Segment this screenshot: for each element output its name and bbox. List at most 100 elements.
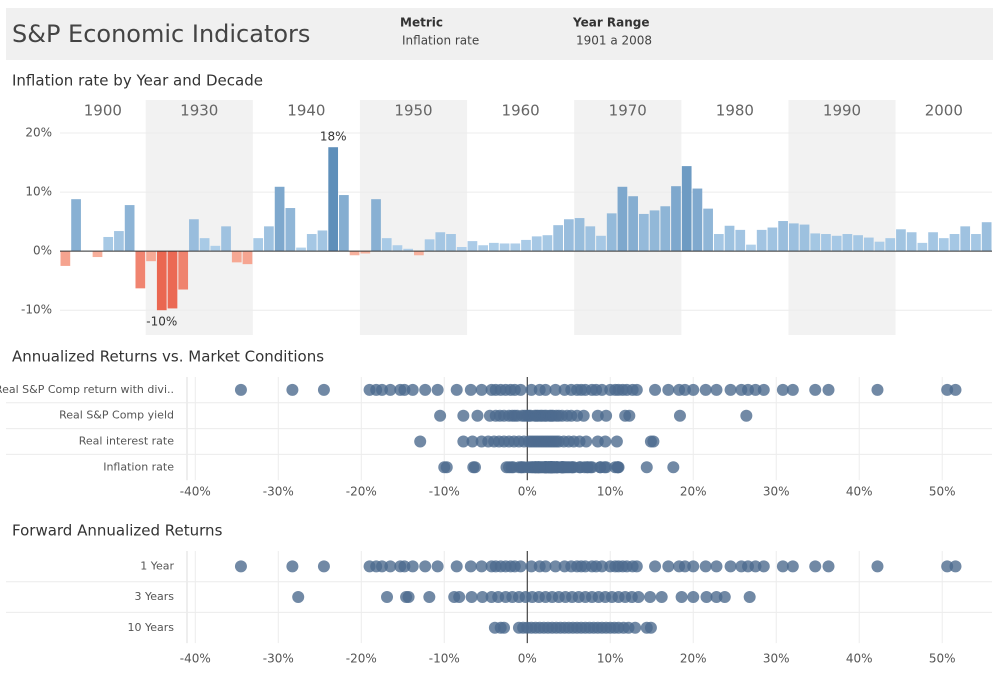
dot xyxy=(629,621,642,634)
bar xyxy=(681,166,692,252)
x-tick-label: -20% xyxy=(346,652,377,666)
dot xyxy=(525,560,538,573)
x-tick-label: -40% xyxy=(180,652,211,666)
decade-label: 1990 xyxy=(823,102,861,120)
dot xyxy=(434,409,447,422)
bar xyxy=(478,245,489,252)
dot xyxy=(649,560,662,573)
dot xyxy=(475,560,488,573)
decade-label: 1950 xyxy=(394,102,432,120)
dot xyxy=(464,383,477,396)
dot xyxy=(662,383,675,396)
bar xyxy=(617,186,628,252)
dot xyxy=(623,409,636,422)
dot xyxy=(384,560,397,573)
dot xyxy=(757,560,770,573)
bar xyxy=(446,234,456,252)
bar xyxy=(713,234,724,252)
dot xyxy=(317,560,330,573)
dot xyxy=(687,560,700,573)
dot xyxy=(475,383,488,396)
bar xyxy=(596,235,606,252)
dot xyxy=(465,591,478,604)
dot xyxy=(699,560,712,573)
x-tick-label: 30% xyxy=(763,485,790,499)
dot xyxy=(630,383,643,396)
decade-label: 2000 xyxy=(925,102,963,120)
bar xyxy=(296,247,306,252)
filter-value[interactable]: 1901 a 2008 xyxy=(576,34,652,48)
bar xyxy=(585,226,596,252)
filter-value[interactable]: Inflation rate xyxy=(402,34,479,48)
bar xyxy=(938,238,949,252)
x-tick-label: -20% xyxy=(346,485,377,499)
decade-label: 1930 xyxy=(180,102,218,120)
dot xyxy=(600,409,613,422)
bar xyxy=(606,213,617,252)
bar xyxy=(756,229,767,252)
dot xyxy=(941,560,954,573)
dot xyxy=(471,409,484,422)
x-tick-label: 0% xyxy=(518,485,537,499)
dot xyxy=(743,591,756,604)
bar xyxy=(392,245,403,252)
bar xyxy=(767,227,778,252)
bar xyxy=(896,229,906,252)
y-tick-label: -10% xyxy=(21,303,52,317)
bar xyxy=(542,235,553,252)
dot xyxy=(667,461,680,474)
dot xyxy=(476,591,489,604)
bar xyxy=(156,251,167,311)
bar xyxy=(842,234,853,252)
dot xyxy=(286,383,299,396)
x-tick-label: 40% xyxy=(846,652,873,666)
x-tick-label: -40% xyxy=(180,485,211,499)
dot xyxy=(292,591,305,604)
decade-label: 1900 xyxy=(84,102,122,120)
dot xyxy=(610,435,623,448)
row-label: Real S&P Comp return with divi.. xyxy=(0,383,174,396)
dot xyxy=(644,621,657,634)
dot xyxy=(539,560,552,573)
row-label: Real interest rate xyxy=(79,435,174,448)
bar xyxy=(360,251,371,254)
dot xyxy=(776,560,789,573)
dot xyxy=(398,560,411,573)
dot xyxy=(595,560,608,573)
dot xyxy=(710,383,723,396)
x-tick-label: 50% xyxy=(929,652,956,666)
dot xyxy=(503,461,515,474)
dot xyxy=(384,383,397,396)
dot xyxy=(699,383,712,396)
dot xyxy=(662,560,675,573)
dot xyxy=(467,461,480,474)
row-label: Real S&P Comp yield xyxy=(59,409,174,422)
bar xyxy=(703,208,713,252)
panel-shade xyxy=(788,100,896,335)
bar xyxy=(178,251,189,290)
dot xyxy=(599,435,612,448)
bar xyxy=(167,251,178,309)
dot xyxy=(640,461,653,474)
filter-label: Metric xyxy=(400,16,443,30)
bar xyxy=(274,186,285,252)
dot xyxy=(545,461,558,474)
x-tick-label: 20% xyxy=(680,485,707,499)
bar xyxy=(285,208,296,252)
bar xyxy=(735,229,746,252)
chart-title: Forward Annualized Returns xyxy=(12,522,223,540)
bar xyxy=(435,232,446,252)
dot xyxy=(687,383,700,396)
bar xyxy=(971,234,981,252)
dot xyxy=(514,383,527,396)
dot xyxy=(718,591,731,604)
dot xyxy=(598,461,611,474)
bar xyxy=(821,234,831,252)
dot xyxy=(464,560,477,573)
bar xyxy=(960,226,971,252)
dot xyxy=(700,591,713,604)
dot xyxy=(414,435,427,448)
bar xyxy=(949,234,960,252)
bar xyxy=(306,234,317,252)
dot xyxy=(423,591,436,604)
